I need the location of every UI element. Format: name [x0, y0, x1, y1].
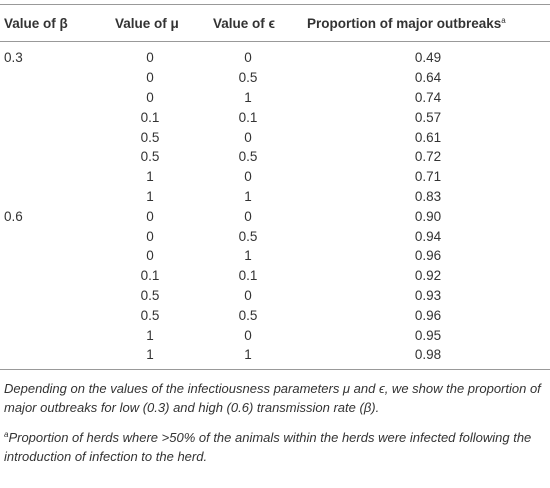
mu-cell: 0 [146, 228, 154, 244]
footnote-marker: a [4, 429, 9, 439]
mu-cell: 0 [146, 89, 154, 105]
table-row: 1 0 0.71 [0, 167, 550, 187]
column-header: Value of μ [110, 4, 190, 42]
beta-cell [0, 107, 110, 127]
mu-cell: 0.1 [140, 268, 160, 284]
proportion-cell: 0.83 [414, 188, 442, 204]
proportion-cell: 0.74 [414, 89, 442, 105]
column-header: Value of β [0, 4, 110, 42]
proportion-cell: 0.71 [414, 169, 442, 185]
beta-cell [0, 127, 110, 147]
mu-cell: 0 [146, 248, 154, 264]
table-row: 1 1 0.98 [0, 344, 550, 370]
proportion-cell: 0.61 [414, 129, 442, 145]
table-row: 0.3 0 0 0.49 [0, 42, 550, 68]
data-table: Value of β Value of μ Value of ϵ Proport… [0, 4, 550, 370]
epsilon-cell: 0 [244, 287, 252, 303]
header-text: Value of ϵ [213, 15, 275, 31]
table-row: 0.1 0.1 0.92 [0, 266, 550, 286]
footnotes: Depending on the values of the infectiou… [0, 370, 550, 467]
table-row: 0.5 0.5 0.96 [0, 305, 550, 325]
footnote-text: Proportion of herds where >50% of the an… [4, 429, 532, 465]
table-row: 0.5 0 0.93 [0, 286, 550, 306]
beta-cell [0, 88, 110, 108]
table-row: 0.5 0 0.61 [0, 127, 550, 147]
table-row: 0 1 0.96 [0, 246, 550, 266]
mu-cell: 0 [146, 50, 154, 66]
mu-cell: 1 [146, 169, 154, 185]
proportion-cell: 0.49 [414, 50, 442, 66]
beta-cell [0, 147, 110, 167]
beta-cell [0, 246, 110, 266]
epsilon-cell: 1 [244, 248, 252, 264]
proportion-cell: 0.72 [414, 149, 442, 165]
table-row: 1 1 0.83 [0, 187, 550, 207]
epsilon-cell: 0.1 [238, 268, 258, 284]
proportion-cell: 0.57 [414, 109, 442, 125]
header-row: Value of β Value of μ Value of ϵ Proport… [0, 4, 550, 42]
proportion-cell: 0.95 [414, 327, 442, 343]
proportion-cell: 0.96 [414, 307, 442, 323]
beta-cell [0, 187, 110, 207]
epsilon-cell: 0.5 [238, 70, 258, 86]
epsilon-cell: 0.1 [238, 109, 258, 125]
proportion-cell: 0.94 [414, 228, 442, 244]
beta-cell [0, 266, 110, 286]
mu-cell: 0 [146, 70, 154, 86]
proportion-cell: 0.93 [414, 287, 442, 303]
beta-cell: 0.6 [4, 208, 23, 224]
mu-cell: 0.5 [140, 149, 160, 165]
beta-cell [0, 226, 110, 246]
beta-cell [0, 344, 110, 370]
proportion-cell: 0.92 [414, 268, 442, 284]
table-row: 0.5 0.5 0.72 [0, 147, 550, 167]
epsilon-cell: 0 [244, 208, 252, 224]
table-header: Value of β Value of μ Value of ϵ Proport… [0, 4, 550, 42]
column-header: Proportion of major outbreaksa [306, 4, 550, 42]
beta-cell [0, 167, 110, 187]
epsilon-cell: 1 [244, 89, 252, 105]
beta-cell [0, 286, 110, 306]
proportion-cell: 0.98 [306, 344, 550, 370]
epsilon-cell: 0.5 [238, 307, 258, 323]
epsilon-cell: 0 [244, 50, 252, 66]
header-text: Value of β [4, 15, 68, 31]
epsilon-cell: 1 [244, 188, 252, 204]
mu-cell: 0.5 [140, 307, 160, 323]
table-row: 0 0.5 0.94 [0, 226, 550, 246]
epsilon-cell: 0.5 [238, 228, 258, 244]
table-row: 1 0 0.95 [0, 325, 550, 345]
proportion-cell: 0.90 [414, 208, 442, 224]
beta-cell [0, 305, 110, 325]
table-row: 0.6 0 0 0.90 [0, 206, 550, 226]
header-text: Value of μ [115, 15, 179, 31]
mu-cell: 1 [146, 188, 154, 204]
table-row: 0.1 0.1 0.57 [0, 107, 550, 127]
mu-cell: 1 [110, 344, 190, 370]
beta-cell: 0.3 [4, 50, 23, 66]
column-header: Value of ϵ [190, 4, 306, 42]
proportion-cell: 0.96 [414, 248, 442, 264]
footnote: aProportion of herds where >50% of the a… [4, 425, 546, 467]
table-row: 0 1 0.74 [0, 88, 550, 108]
epsilon-cell: 0 [244, 129, 252, 145]
epsilon-cell: 0 [244, 169, 252, 185]
mu-cell: 0.5 [140, 287, 160, 303]
page: Value of β Value of μ Value of ϵ Proport… [0, 4, 550, 488]
epsilon-cell: 0.5 [238, 149, 258, 165]
mu-cell: 0 [146, 208, 154, 224]
proportion-cell: 0.64 [414, 70, 442, 86]
mu-cell: 0.5 [140, 129, 160, 145]
beta-cell [0, 68, 110, 88]
footnote-marker: a [501, 15, 506, 25]
table-body: 0.3 0 0 0.49 0 0.5 0.64 0 1 0.74 0.1 0.1 0.57 0.5 0 0.6… [0, 42, 550, 370]
epsilon-cell: 1 [190, 344, 306, 370]
mu-cell: 1 [146, 327, 154, 343]
epsilon-cell: 0 [244, 327, 252, 343]
table-row: 0 0.5 0.64 [0, 68, 550, 88]
caption: Depending on the values of the infectiou… [4, 380, 541, 416]
header-text: Proportion of major outbreaks [307, 15, 502, 31]
mu-cell: 0.1 [140, 109, 160, 125]
beta-cell [0, 325, 110, 345]
